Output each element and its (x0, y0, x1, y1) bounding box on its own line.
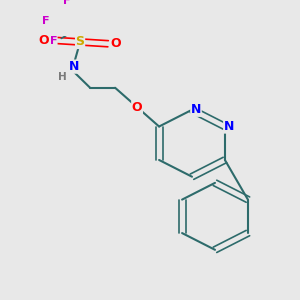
Text: F: F (62, 0, 70, 6)
Text: F: F (50, 36, 57, 46)
Text: O: O (39, 34, 50, 47)
Text: O: O (132, 100, 142, 114)
Text: F: F (41, 16, 49, 26)
Text: N: N (69, 60, 79, 73)
Text: N: N (224, 120, 234, 133)
Text: N: N (191, 103, 201, 116)
Text: H: H (58, 72, 67, 82)
Text: S: S (76, 35, 85, 49)
Text: O: O (111, 37, 122, 50)
